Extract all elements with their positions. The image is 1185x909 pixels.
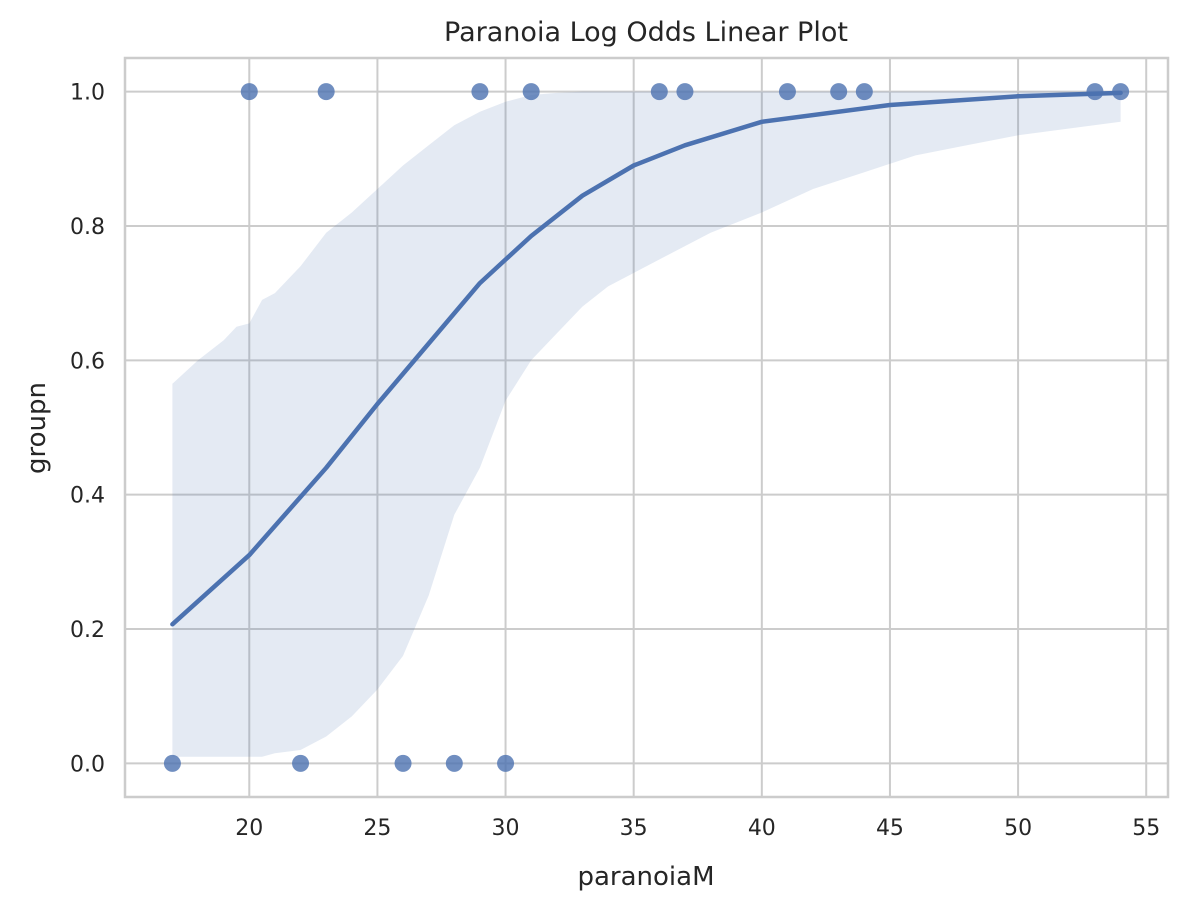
fit-line-group bbox=[170, 90, 1123, 627]
data-point bbox=[317, 83, 335, 101]
data-point bbox=[240, 83, 258, 101]
data-point bbox=[497, 754, 515, 772]
y-tick-label: 0.4 bbox=[70, 484, 105, 509]
data-point bbox=[292, 754, 310, 772]
data-point bbox=[445, 754, 463, 772]
x-tick-label: 40 bbox=[748, 816, 776, 841]
plot-frame bbox=[123, 56, 1170, 799]
y-tick-label: 1.0 bbox=[70, 81, 105, 106]
data-point bbox=[1112, 83, 1130, 101]
scatter-points bbox=[163, 83, 1130, 772]
data-point bbox=[522, 83, 540, 101]
chart-title: Paranoia Log Odds Linear Plot bbox=[444, 17, 848, 48]
data-point bbox=[471, 83, 489, 101]
data-point bbox=[855, 83, 873, 101]
x-tick-label: 30 bbox=[492, 816, 520, 841]
x-tick-labels: 20 25 30 35 40 45 50 55 bbox=[235, 816, 1160, 841]
y-tick-label: 0.0 bbox=[70, 752, 105, 777]
y-axis-label: groupn bbox=[22, 382, 52, 474]
data-point bbox=[676, 83, 694, 101]
y-tick-label: 0.8 bbox=[70, 215, 105, 240]
data-point bbox=[163, 754, 181, 772]
x-tick-label: 25 bbox=[363, 816, 391, 841]
x-tick-label: 35 bbox=[620, 816, 648, 841]
x-tick-label: 50 bbox=[1004, 816, 1032, 841]
confidence-band bbox=[172, 91, 1121, 757]
data-point bbox=[394, 754, 412, 772]
y-tick-labels: 0.0 0.2 0.4 0.6 0.8 1.0 bbox=[70, 81, 105, 778]
x-tick-label: 55 bbox=[1132, 816, 1160, 841]
x-axis-label: paranoiaM bbox=[577, 862, 714, 892]
x-tick-label: 45 bbox=[876, 816, 904, 841]
data-point bbox=[1086, 83, 1104, 101]
data-point bbox=[830, 83, 848, 101]
data-point bbox=[650, 83, 668, 101]
confidence-band-area bbox=[172, 91, 1121, 757]
y-tick-label: 0.2 bbox=[70, 618, 105, 643]
fit-line bbox=[170, 90, 1123, 627]
data-point bbox=[778, 83, 796, 101]
x-tick-label: 20 bbox=[235, 816, 263, 841]
y-tick-label: 0.6 bbox=[70, 349, 105, 374]
